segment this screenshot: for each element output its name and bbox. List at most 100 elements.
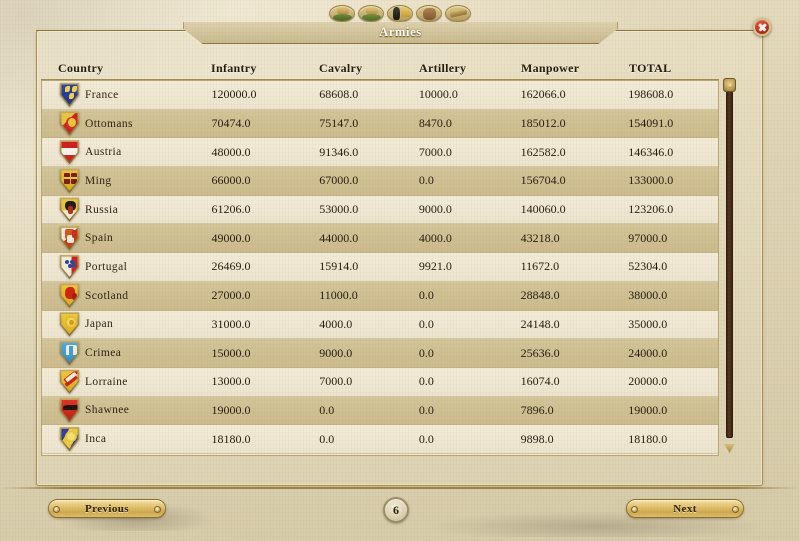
crest-charge: [72, 85, 77, 92]
cell-country: Scotland: [42, 283, 212, 308]
cell-infantry: 19000.0: [211, 402, 251, 417]
ledger-tab-icon-3[interactable]: [386, 4, 413, 22]
cell-total: 146346.0: [628, 144, 674, 159]
vertical-scrollbar[interactable]: [723, 78, 736, 453]
ledger-tab-toolbar: [0, 3, 799, 23]
country-shield-icon: [59, 311, 80, 337]
table-row[interactable]: Inca 18180.0 0.0 0.0 9898.0 18180.0: [42, 425, 718, 454]
cell-total: 123206.0: [628, 202, 674, 217]
column-header-cavalry[interactable]: Cavalry: [319, 61, 363, 75]
ledger-tab-icon-1[interactable]: [328, 4, 355, 22]
table-row[interactable]: Austria 48000.0 91346.0 7000.0 162582.0 …: [42, 138, 718, 168]
ledger-tab-icon-5[interactable]: [444, 4, 471, 22]
country-name: Portugal: [85, 260, 128, 273]
cell-artillery: 9000.0: [418, 202, 452, 217]
cell-cavalry: 4000.0: [319, 316, 353, 331]
crest-charge: [68, 117, 76, 127]
cell-cavalry: 9000.0: [319, 345, 353, 360]
cell-total: 20000.0: [628, 374, 668, 389]
page-title: Armies: [379, 25, 422, 39]
crown-glyph: [336, 6, 349, 15]
cell-cavalry: 75147.0: [319, 116, 359, 131]
cell-manpower: 7896.0: [520, 402, 554, 417]
column-header-artillery[interactable]: Artillery: [419, 61, 467, 75]
cell-total: 97000.0: [628, 230, 668, 245]
cell-manpower: 140060.0: [520, 202, 566, 217]
crown-glyph: [365, 6, 378, 15]
cell-cavalry: 7000.0: [319, 374, 353, 389]
cell-infantry: 15000.0: [211, 345, 251, 360]
cell-manpower: 43218.0: [520, 230, 560, 245]
cell-infantry: 66000.0: [211, 173, 251, 188]
country-shield-icon: [59, 82, 80, 107]
scrollbar-thumb[interactable]: [723, 78, 736, 92]
ledger-tab-icon-4[interactable]: [415, 4, 442, 22]
country-shield-icon: [59, 397, 80, 423]
country-name: Austria: [85, 146, 122, 159]
next-button[interactable]: Next: [626, 499, 744, 518]
cell-artillery: 0.0: [418, 316, 434, 331]
foliage-glyph: [332, 13, 352, 21]
cell-infantry: 18180.0: [211, 431, 251, 446]
crest-charge: [68, 92, 74, 99]
cell-infantry: 120000.0: [211, 87, 257, 102]
column-header-country[interactable]: Country: [58, 61, 104, 75]
footer-divider: [0, 487, 799, 489]
previous-button[interactable]: Previous: [48, 499, 166, 518]
crest-charge: [72, 262, 76, 267]
country-name: Ottomans: [85, 117, 133, 130]
column-header-total[interactable]: TOTAL: [629, 61, 672, 75]
page-number: 6: [393, 502, 399, 517]
cell-artillery: 0.0: [418, 173, 434, 188]
shield-face: [61, 113, 78, 134]
shield-face: [61, 141, 78, 163]
cell-cavalry: 53000.0: [319, 202, 359, 217]
table-row[interactable]: Spain 49000.0 44000.0 4000.0 43218.0 970…: [42, 224, 718, 254]
country-shield-icon: [59, 369, 80, 394]
shield-face: [61, 227, 78, 249]
table-row[interactable]: Ming 66000.0 67000.0 0.0 156704.0 133000…: [42, 167, 718, 196]
ledger-tab-icon-2[interactable]: [357, 4, 384, 22]
page-number-badge: 6: [383, 497, 409, 523]
previous-button-label: Previous: [85, 502, 129, 515]
crest-charge: [65, 85, 70, 92]
cell-artillery: 4000.0: [418, 230, 452, 245]
shield-face: [61, 256, 78, 277]
table-row[interactable]: Russia 61206.0 53000.0 9000.0 140060.0 1…: [42, 195, 718, 225]
chevron-down-icon[interactable]: [724, 444, 735, 453]
table-row[interactable]: Ottomans 70474.0 75147.0 8470.0 185012.0…: [42, 109, 718, 139]
close-icon[interactable]: [753, 18, 771, 36]
crest-charge: [68, 319, 74, 325]
cell-cavalry: 0.0: [319, 402, 335, 417]
country-shield-icon: [59, 225, 80, 251]
table-row[interactable]: Crimea 15000.0 9000.0 0.0 25636.0 24000.…: [42, 339, 718, 368]
cell-artillery: 9921.0: [418, 259, 452, 274]
country-name: Lorraine: [85, 375, 128, 388]
country-shield-icon: [59, 254, 80, 279]
cell-manpower: 162582.0: [520, 144, 566, 159]
table-row[interactable]: Portugal 26469.0 15914.0 9921.0 11672.0 …: [42, 253, 718, 282]
column-header-infantry[interactable]: Infantry: [211, 61, 257, 75]
table-body: France 120000.0 68608.0 10000.0 162066.0…: [42, 81, 718, 454]
cell-total: 198608.0: [628, 87, 674, 102]
cell-infantry: 27000.0: [211, 288, 251, 303]
table-header-row: Country Infantry Cavalry Artillery Manpo…: [41, 58, 719, 80]
country-name: France: [85, 88, 119, 101]
shield-face: [61, 371, 78, 392]
crest-charge: [65, 286, 75, 299]
cell-total: 24000.0: [628, 345, 668, 360]
table-row[interactable]: Lorraine 13000.0 7000.0 0.0 16074.0 2000…: [42, 367, 718, 397]
shield-face: [61, 170, 78, 191]
country-name: Japan: [85, 318, 114, 331]
shield-face: [61, 199, 78, 220]
table-row[interactable]: France 120000.0 68608.0 10000.0 162066.0…: [42, 81, 718, 110]
cell-artillery: 0.0: [418, 374, 434, 389]
scrollbar-track[interactable]: [726, 88, 733, 438]
cell-cavalry: 67000.0: [319, 173, 359, 188]
column-header-manpower[interactable]: Manpower: [521, 61, 580, 75]
table-row[interactable]: Shawnee 19000.0 0.0 0.0 7896.0 19000.0: [42, 396, 718, 426]
cell-cavalry: 68608.0: [319, 87, 359, 102]
table-row[interactable]: Japan 31000.0 4000.0 0.0 24148.0 35000.0: [42, 310, 718, 340]
table-row[interactable]: Scotland 27000.0 11000.0 0.0 28848.0 380…: [42, 281, 718, 311]
cell-artillery: 8470.0: [418, 116, 452, 131]
